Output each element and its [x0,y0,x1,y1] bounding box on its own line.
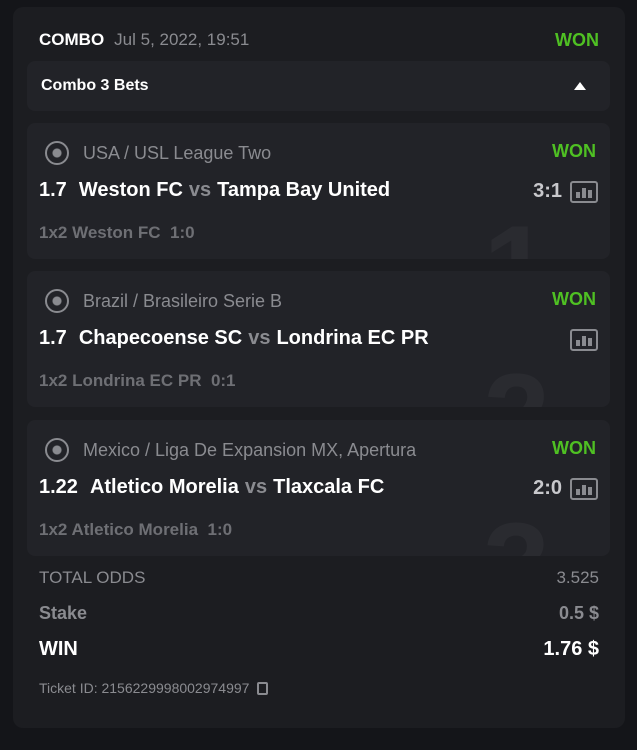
win-value: 1.76 $ [543,638,599,660]
combo-toggle[interactable]: Combo 3 Bets [27,61,610,111]
leg-status: WON [552,438,596,458]
pick-score: 0:1 [210,371,236,390]
soccer-ball-icon [45,141,69,165]
soccer-ball-icon [45,438,69,462]
stake-row: Stake 0.5 $ [39,603,599,624]
status-badge: WON [555,29,599,50]
leg-number: 3 [483,505,550,556]
leg-number: 1 [483,208,550,259]
leg-status: WON [552,141,596,161]
home-team: Weston FC [78,179,183,201]
total-odds-row: TOTAL ODDS 3.525 [39,568,599,588]
bet-ticket-card: COMBO Jul 5, 2022, 19:51 WON Combo 3 Bet… [13,7,625,728]
league-name: Brazil / Brasileiro Serie B [83,290,283,311]
away-team: Londrina EC PR [276,327,429,349]
bet-leg: 1 USA / USL League Two WON 1.7 Weston FCv… [27,123,610,259]
vs-label: vs [244,476,268,498]
bet-leg: 3 Mexico / Liga De Expansion MX, Apertur… [27,420,610,556]
stats-icon[interactable] [570,181,598,203]
pick-score: 1:0 [170,223,195,242]
leg-status: WON [552,289,596,309]
pick-market: 1x2 Londrina EC PR [39,371,202,390]
vs-label: vs [248,327,271,349]
stake-value: 0.5 $ [558,603,599,623]
pick-market: 1x2 Weston FC [39,223,161,242]
pick-market: 1x2 Atletico Morelia [39,520,199,539]
league-name: USA / USL League Two [83,142,272,163]
bet-type: COMBO [39,30,105,49]
home-team: Chapecoense SC [78,327,243,349]
leg-number: 2 [483,356,550,407]
chevron-up-icon [574,82,586,90]
leg-odds: 1.7 [39,179,67,201]
leg-number-watermark: 3 [483,505,550,556]
win-label: WIN [39,638,78,660]
total-odds-label: TOTAL ODDS [39,568,146,587]
match-score: 3:1 [533,180,562,202]
bet-leg: 2 Brazil / Brasileiro Serie B WON 1.7 Cha… [27,271,610,407]
stake-label: Stake [39,603,88,623]
copy-icon[interactable] [257,681,269,695]
combo-label: Combo 3 Bets [41,77,149,94]
vs-label: vs [188,179,212,201]
leg-odds: 1.7 [39,327,67,349]
stats-icon[interactable] [570,329,598,351]
home-team: Atletico Morelia [89,476,239,498]
pick-score: 1:0 [207,520,233,539]
league-name: Mexico / Liga De Expansion MX, Apertura [83,439,417,460]
leg-number-watermark: 2 [483,356,550,407]
bet-date: Jul 5, 2022, 19:51 [114,30,250,49]
win-row: WIN 1.76 $ [39,638,599,661]
match-score: 2:0 [533,477,562,499]
leg-number-watermark: 1 [483,208,550,259]
away-team: Tlaxcala FC [273,476,385,498]
stats-icon[interactable] [570,478,598,500]
ticket-header: COMBO Jul 5, 2022, 19:51 WON [39,29,599,51]
away-team: Tampa Bay United [217,179,391,201]
leg-odds: 1.22 [39,476,78,498]
total-odds-value: 3.525 [556,568,599,587]
ticket-id-row: Ticket ID: 2156229998002974997 [39,680,269,696]
ticket-id: Ticket ID: 2156229998002974997 [39,680,250,696]
soccer-ball-icon [45,289,69,313]
